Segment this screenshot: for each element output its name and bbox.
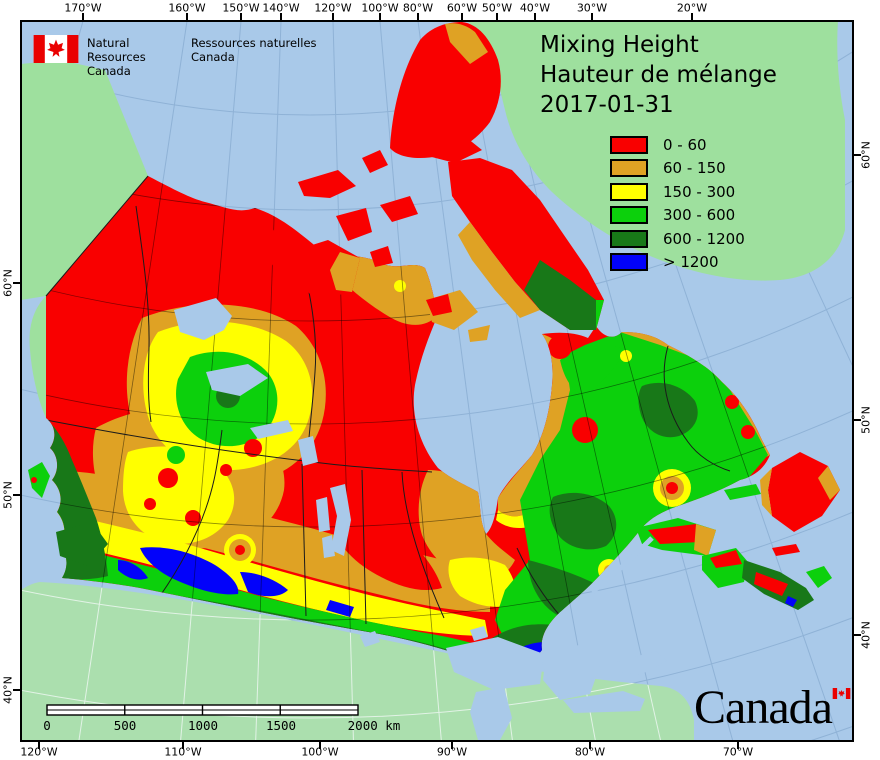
baffin-island <box>448 158 604 330</box>
canada-flag-icon <box>33 35 79 63</box>
axis-label-top: 140°W <box>262 1 300 15</box>
legend-label: 60 - 150 <box>663 159 726 178</box>
scalebar-label: 1000 <box>187 718 219 733</box>
legend-label: 600 - 1200 <box>663 229 745 248</box>
axis-label-top: 170°W <box>64 1 102 15</box>
axis-label-top: 40°W <box>519 1 551 15</box>
legend-item: 60 - 150 <box>610 157 745 181</box>
axis-label-right: 40°N <box>859 621 873 649</box>
axis-label-right: 60°N <box>859 141 873 169</box>
legend-item: 0 - 60 <box>610 133 745 157</box>
map-title: Mixing Height Hauteur de mélange 2017-01… <box>540 30 777 120</box>
axis-label-top: 50°W <box>481 1 513 15</box>
axis-label-bottom: 120°W <box>20 745 58 759</box>
scalebar-label: 1500 <box>265 718 297 733</box>
scalebar-label: 0 <box>43 718 51 733</box>
map-legend: 0 - 60 60 - 150 150 - 300 300 - 600 600 - 12… <box>610 133 745 274</box>
legend-item: 300 - 600 <box>610 204 745 228</box>
wordmark-flag-icon <box>832 688 851 699</box>
logo-text-fr: Ressources naturelles Canada <box>191 36 317 64</box>
greenland-landmass <box>468 21 845 281</box>
legend-label: 0 - 60 <box>663 135 707 154</box>
lakes <box>174 298 667 740</box>
axis-label-top: 20°W <box>676 1 708 15</box>
alaska-landmass <box>21 60 148 418</box>
legend-swatch <box>610 229 648 248</box>
legend-item: 600 - 1200 <box>610 227 745 251</box>
legend-swatch <box>610 135 648 154</box>
legend-label: > 1200 <box>663 253 719 272</box>
axis-ticks <box>13 13 861 749</box>
axis-label-right: 50°N <box>859 406 873 434</box>
west-coast-islands <box>28 462 108 566</box>
title-line-fr: Hauteur de mélange <box>540 62 777 88</box>
legend-item: > 1200 <box>610 251 745 275</box>
scalebar-label: 500 <box>113 718 137 733</box>
axis-label-bottom: 80°W <box>574 745 606 759</box>
canada-wordmark: Canada <box>694 681 833 734</box>
axis-label-top: 60°W <box>446 1 478 15</box>
legend-item: 150 - 300 <box>610 180 745 204</box>
title-date: 2017-01-31 <box>540 92 674 118</box>
government-logo: Natural Resources Canada Ressources natur… <box>33 35 321 78</box>
province-borders <box>46 205 731 625</box>
axis-label-left: 60°N <box>1 269 15 297</box>
axis-label-top: 80°W <box>402 1 434 15</box>
legend-label: 150 - 300 <box>663 182 736 201</box>
east-coast-islands <box>636 452 840 610</box>
legend-swatch <box>610 182 648 201</box>
scalebar-label: 2000 km <box>347 718 401 733</box>
arctic-islands <box>236 22 501 342</box>
axis-label-top: 150°W <box>222 1 260 15</box>
legend-swatch <box>610 206 648 225</box>
axis-label-bottom: 100°W <box>301 745 339 759</box>
legend-swatch <box>610 253 648 272</box>
map-frame <box>20 20 854 742</box>
axis-label-top: 30°W <box>576 1 608 15</box>
axis-label-left: 50°N <box>1 481 15 509</box>
axis-label-top: 160°W <box>168 1 206 15</box>
logo-text-en: Natural Resources Canada <box>87 36 146 78</box>
axis-label-top: 120°W <box>314 1 352 15</box>
axis-label-top: 100°W <box>361 1 399 15</box>
axis-label-bottom: 90°W <box>436 745 468 759</box>
scale-bar <box>46 704 359 716</box>
st-lawrence-river <box>590 536 654 594</box>
axis-label-bottom: 70°W <box>722 745 754 759</box>
legend-label: 300 - 600 <box>663 206 736 225</box>
axis-label-left: 40°N <box>1 676 15 704</box>
axis-label-bottom: 110°W <box>164 745 202 759</box>
title-line-en: Mixing Height <box>540 32 699 58</box>
legend-swatch <box>610 159 648 178</box>
